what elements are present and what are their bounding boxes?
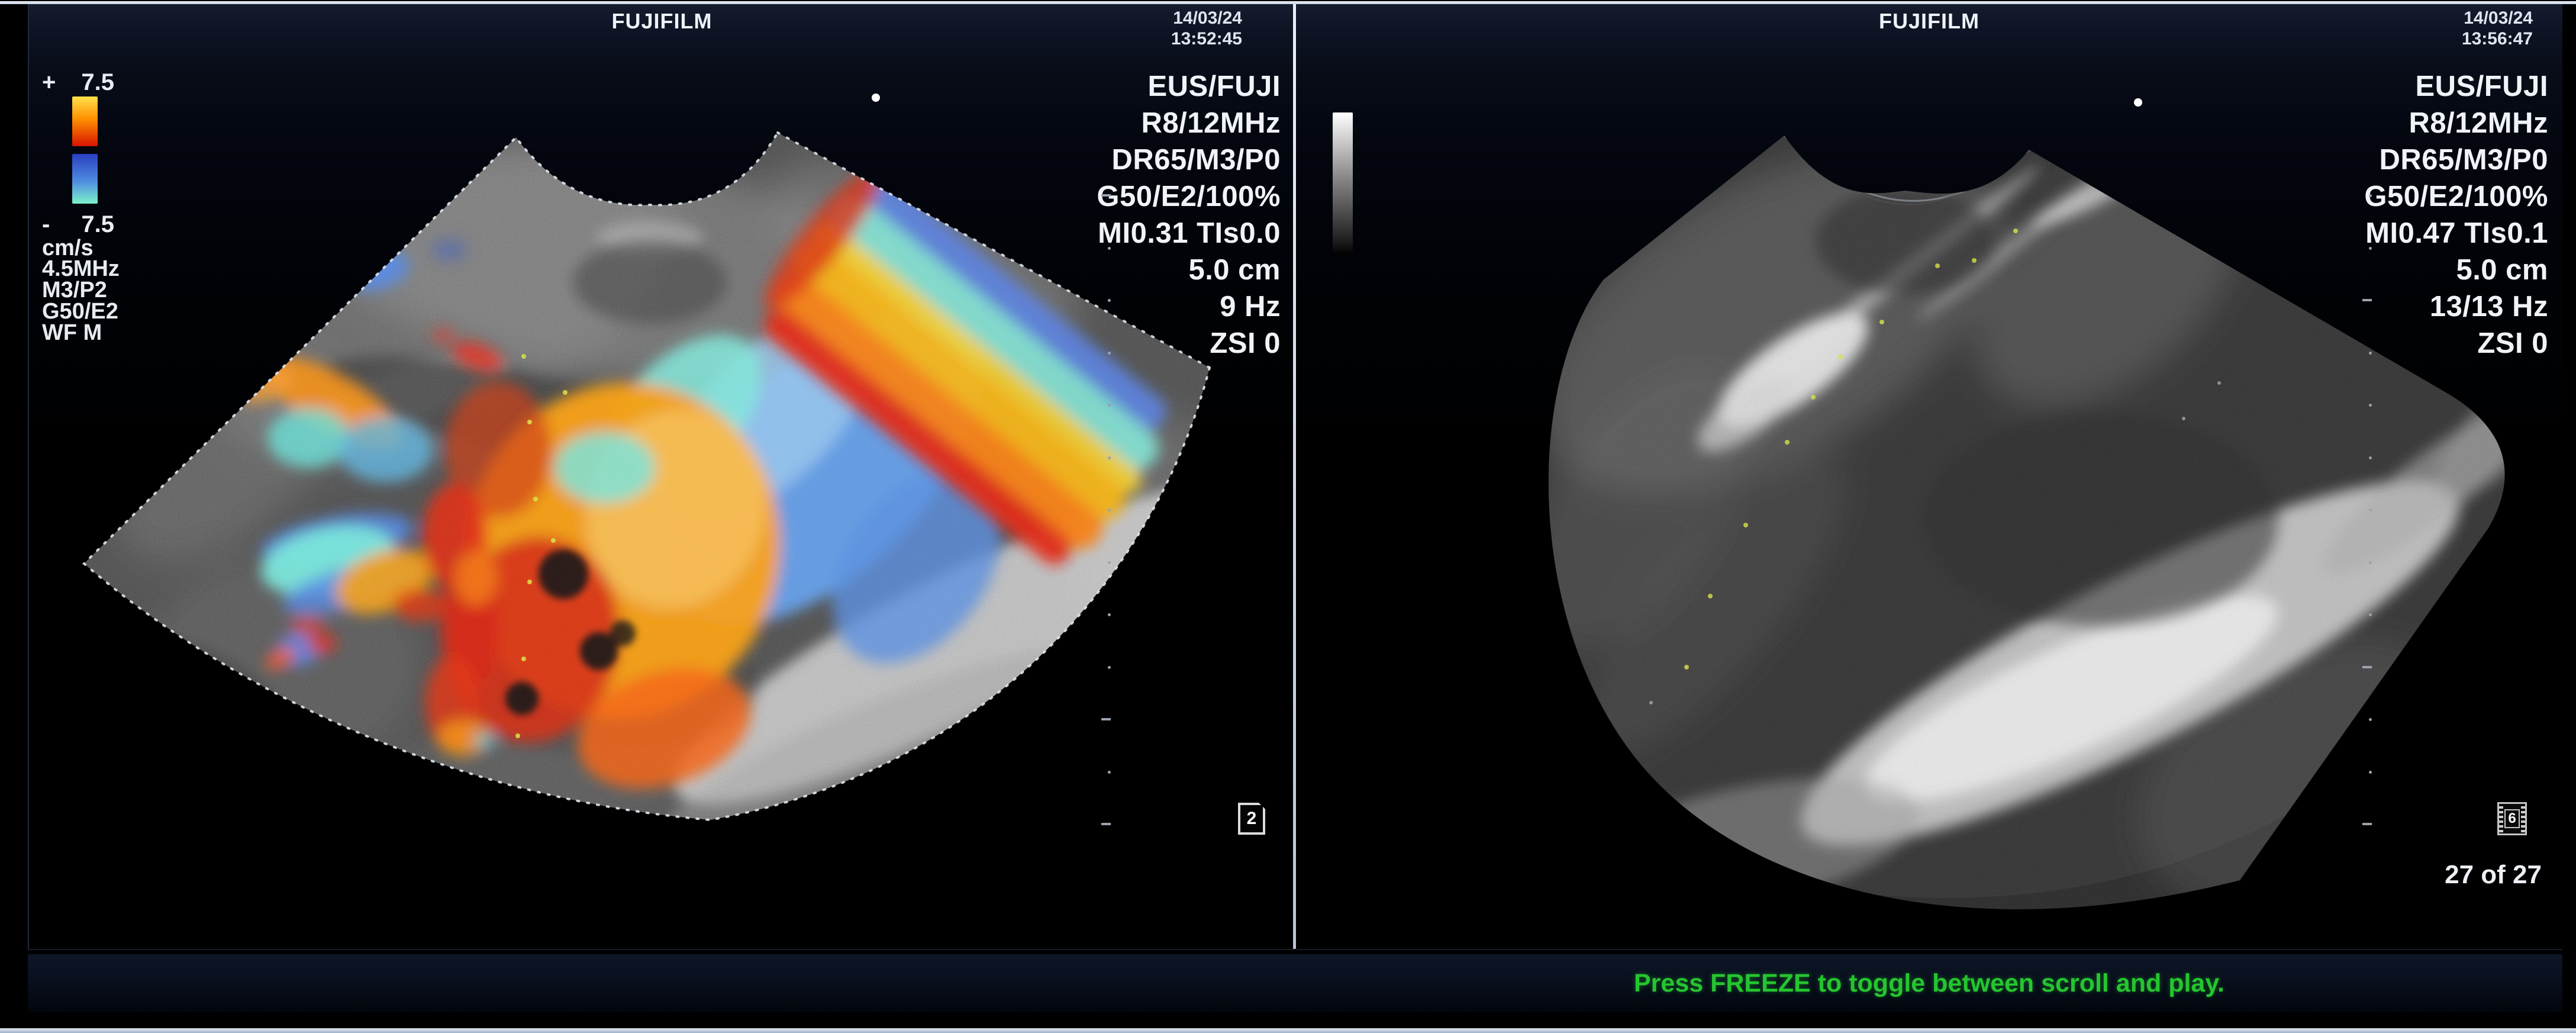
- info-line: ZSI 0: [2477, 327, 2548, 359]
- orientation-marker-dot: [2134, 98, 2142, 107]
- ruler-tick: [1101, 823, 1111, 825]
- info-line: 5.0 cm: [2456, 254, 2548, 286]
- ruler-tick: [2369, 718, 2372, 721]
- info-line: R8/12MHz: [2409, 107, 2548, 139]
- info-line: 5.0 cm: [1188, 254, 1281, 286]
- info-line: G50/E2/100%: [1097, 181, 1281, 213]
- ruler-tick: [1108, 456, 1111, 459]
- depth-ruler: [1100, 194, 1111, 831]
- ruler-tick: [2362, 823, 2372, 825]
- ruler-tick: [2369, 247, 2372, 250]
- doppler-scale-min: - 7.5: [42, 211, 114, 238]
- grayscale-calibration-bar: [1333, 112, 1353, 255]
- ruler-tick: [1108, 404, 1111, 407]
- info-line: DR65/M3/P0: [1111, 144, 1281, 176]
- ruler-tick: [1108, 247, 1111, 250]
- freeze-hint-message: Press FREEZE to toggle between scroll an…: [1634, 969, 2224, 997]
- right-date: 14/03/24: [2464, 8, 2533, 28]
- info-line: ZSI 0: [1210, 327, 1281, 359]
- info-line: G50/E2/100%: [2364, 181, 2548, 213]
- ruler-tick: [1108, 666, 1111, 669]
- info-line: MI0.47 TIs0.1: [2365, 217, 2548, 249]
- ruler-tick: [1108, 561, 1111, 564]
- ruler-tick: [2362, 666, 2372, 668]
- ruler-tick: [1108, 771, 1111, 774]
- info-line: EUS/FUJI: [2415, 70, 2548, 102]
- cine-frame-counter: 27 of 27: [2445, 860, 2542, 889]
- right-datetime: 14/03/24 13:56:47: [2462, 8, 2533, 49]
- ruler-tick: [1108, 299, 1111, 302]
- ruler-tick: [2369, 613, 2372, 616]
- ruler-tick: [2369, 194, 2372, 197]
- orientation-marker-dot: [872, 94, 880, 102]
- left-doppler-settings: 4.5MHz M3/P2 G50/E2 WF M: [42, 256, 120, 345]
- ruler-tick: [2369, 561, 2372, 564]
- left-time: 13:52:45: [1171, 29, 1242, 49]
- scale-minus-sign: -: [42, 211, 50, 237]
- setting-line: M3/P2: [42, 278, 107, 303]
- scale-max-value: 7.5: [81, 69, 114, 95]
- info-line: 13/13 Hz: [2429, 291, 2548, 323]
- doppler-colorbar-positive: [72, 96, 98, 146]
- setting-line: 4.5MHz: [42, 256, 120, 281]
- ruler-tick: [2369, 404, 2372, 407]
- info-line: DR65/M3/P0: [2379, 144, 2548, 176]
- film-perforation: [2521, 804, 2525, 834]
- ruler-tick: [1101, 194, 1111, 197]
- scale-min-value: 7.5: [81, 211, 114, 237]
- ruler-tick: [2369, 352, 2372, 355]
- doppler-scale-max: + 7.5: [42, 69, 114, 96]
- right-acquisition-info: EUS/FUJI R8/12MHz DR65/M3/P0 G50/E2/100%…: [2364, 68, 2548, 362]
- depth-ruler: [2361, 194, 2372, 831]
- ruler-tick: [1101, 718, 1111, 720]
- bottom-window-bar: [0, 1028, 2576, 1033]
- ruler-tick: [1108, 613, 1111, 616]
- left-ultrasound-image: [82, 131, 1211, 822]
- right-ultrasound-image: [1548, 136, 2505, 910]
- left-acquisition-info: EUS/FUJI R8/12MHz DR65/M3/P0 G50/E2/100%…: [1097, 68, 1281, 362]
- cine-clip-number: 6: [2504, 809, 2520, 828]
- left-datetime: 14/03/24 13:52:45: [1171, 8, 1242, 49]
- ruler-tick: [1108, 509, 1111, 511]
- left-doppler-panel: FUJIFILM 14/03/24 13:52:45 EUS/FUJI R8/1…: [28, 4, 1295, 950]
- ruler-tick: [1108, 352, 1111, 355]
- ruler-tick: [2362, 299, 2372, 301]
- film-perforation: [2499, 804, 2503, 834]
- doppler-scale-unit: cm/s: [42, 236, 94, 260]
- left-date: 14/03/24: [1173, 8, 1242, 28]
- ruler-tick: [2369, 509, 2372, 511]
- right-time: 13:56:47: [2461, 29, 2533, 49]
- fujifilm-logo: FUJIFILM: [611, 9, 712, 33]
- cine-clip-icon: 6: [2497, 802, 2527, 835]
- right-bmode-panel: FUJIFILM 14/03/24 13:56:47 EUS/FUJI R8/1…: [1296, 4, 2562, 950]
- info-line: MI0.31 TIs0.0: [1098, 217, 1281, 249]
- scale-plus-sign: +: [42, 69, 56, 95]
- page-number: 2: [1246, 809, 1257, 828]
- panel-divider: [1293, 4, 1296, 949]
- ruler-tick: [2369, 456, 2372, 459]
- doppler-colorbar-negative: [72, 154, 98, 204]
- info-line: 9 Hz: [1220, 291, 1281, 323]
- page-indicator-icon: 2: [1238, 803, 1265, 835]
- setting-line: G50/E2: [42, 299, 118, 324]
- setting-line: WF M: [42, 320, 102, 345]
- ruler-tick: [2369, 771, 2372, 774]
- info-line: EUS/FUJI: [1147, 70, 1281, 102]
- info-line: R8/12MHz: [1141, 107, 1281, 139]
- fujifilm-logo: FUJIFILM: [1879, 9, 1979, 33]
- status-bar: [28, 954, 2562, 1012]
- top-window-bar: [0, 1, 2576, 4]
